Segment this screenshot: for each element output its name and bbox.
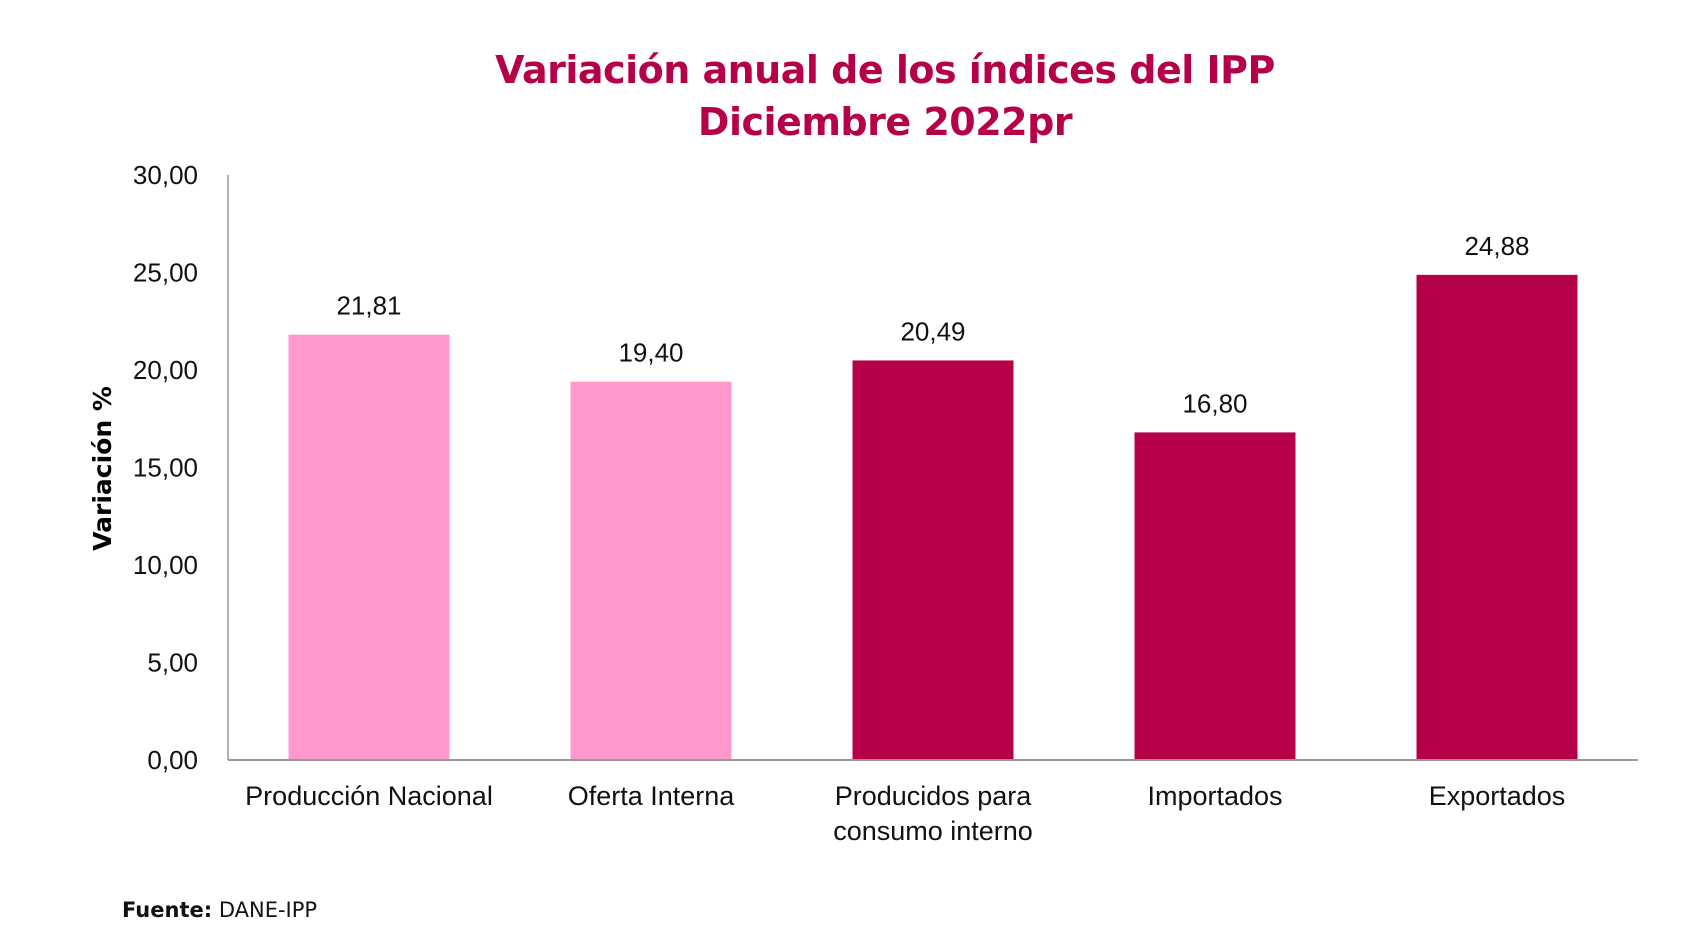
y-tick-label: 0,00 [147, 745, 198, 775]
y-tick-label: 10,00 [133, 550, 198, 580]
x-tick-label: consumo interno [833, 816, 1033, 846]
x-tick-label: Exportados [1429, 781, 1566, 811]
data-label: 19,40 [618, 338, 683, 368]
data-label: 16,80 [1182, 388, 1247, 418]
source-label: Fuente: [122, 898, 213, 922]
data-label: 21,81 [336, 291, 401, 321]
x-tick-label: Importados [1147, 781, 1282, 811]
data-label: 24,88 [1464, 231, 1529, 261]
x-tick-label: Producidos para [835, 781, 1033, 811]
chart-title: Variación anual de los índices del IPP [495, 48, 1275, 92]
y-tick-label: 20,00 [133, 355, 198, 385]
data-label: 20,49 [900, 316, 965, 346]
source-value: DANE-IPP [218, 898, 318, 922]
y-tick-label: 25,00 [133, 258, 198, 288]
bar [1416, 274, 1578, 760]
source-note: Fuente: DANE-IPP [122, 898, 317, 922]
y-tick-label: 5,00 [147, 648, 198, 678]
y-tick-label: 15,00 [133, 453, 198, 483]
bar [288, 334, 450, 760]
bar [852, 360, 1014, 760]
x-tick-label: Producción Nacional [245, 781, 493, 811]
chart-subtitle: Diciembre 2022pr [697, 100, 1073, 144]
y-axis-label: Variación % [88, 386, 117, 551]
x-tick-label: Oferta Interna [568, 781, 736, 811]
bar [1134, 432, 1296, 760]
y-tick-label: 30,00 [133, 160, 198, 190]
bar [570, 381, 732, 760]
